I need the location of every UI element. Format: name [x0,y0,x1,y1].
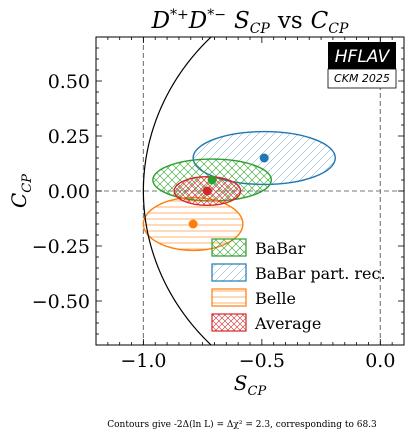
y-tick-label: 0.50 [48,71,90,93]
x-axis-label: SCP [234,371,267,399]
legend-label-belle: Belle [255,289,296,308]
y-tick-label: 0.25 [48,126,90,148]
chart-title: D*+D*− SCP vs CCP [151,7,349,37]
legend: BaBar BaBar part. rec. Belle Average [211,238,386,333]
legend-swatch-babar [211,238,247,257]
footer-note: Contours give -2Δ(ln L) = Δχ² = 2.3, cor… [107,419,377,430]
point-average [202,186,212,196]
svg-text:CKM 2025: CKM 2025 [334,72,390,85]
legend-swatch-babar-part-rec [211,263,247,282]
point-belle [188,219,198,229]
hflav-logo: HFLAV CKM 2025 [327,42,397,89]
x-tick-label: −1.0 [120,350,166,372]
point-babar [207,175,217,185]
legend-label-babar-part-rec: BaBar part. rec. [255,264,386,283]
x-tick-label: 0.0 [365,350,395,372]
legend-label-babar: BaBar [255,239,306,258]
physical-boundary-curve [142,37,212,345]
y-axis-label: CCP [7,174,35,208]
legend-swatch-belle [211,288,247,307]
y-tick-label: −0.25 [32,236,90,258]
point-babar-part-rec [259,153,269,163]
y-tick-label: 0.00 [48,181,90,203]
svg-text:HFLAV: HFLAV [335,47,391,67]
x-tick-label: −0.5 [239,350,285,372]
y-tick-label: −0.50 [32,291,90,313]
legend-swatch-average [211,313,247,332]
legend-label-average: Average [254,314,321,333]
